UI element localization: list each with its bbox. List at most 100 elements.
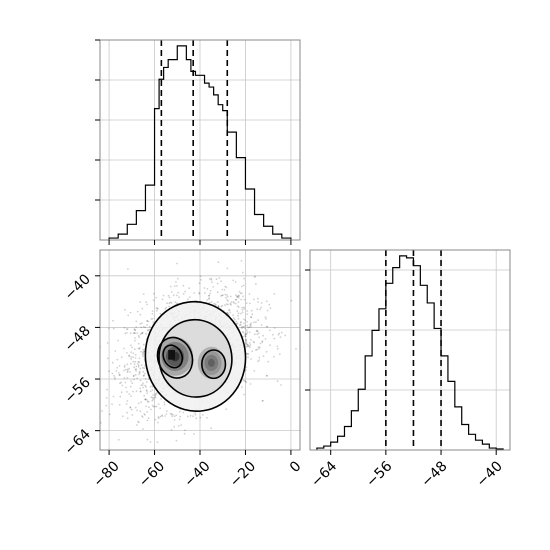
scatter-point (220, 305, 223, 308)
scatter-point (132, 374, 135, 377)
histogram-y-steps (316, 255, 504, 450)
scatter-point (248, 342, 251, 344)
scatter-point (141, 331, 144, 334)
scatter-point (123, 364, 126, 367)
scatter-point (242, 325, 244, 328)
scatter-point (151, 389, 154, 391)
scatter-point (227, 300, 230, 302)
scatter-point (242, 284, 245, 287)
scatter-point (141, 354, 144, 356)
scatter-point (70, 378, 72, 380)
scatter-point (258, 356, 261, 359)
scatter-point (152, 398, 155, 401)
scatter-point (273, 327, 276, 329)
scatter-point (133, 378, 135, 381)
scatter-point (125, 403, 128, 405)
scatter-point (260, 324, 263, 326)
scatter-point (146, 324, 149, 326)
scatter-point (129, 311, 132, 314)
scatter-point (157, 421, 159, 424)
scatter-point (133, 332, 136, 334)
scatter-point (108, 413, 111, 416)
scatter-point (252, 298, 255, 301)
scatter-point (161, 414, 164, 417)
scatter-point (217, 305, 220, 307)
scatter-point (206, 299, 209, 301)
scatter-point (84, 420, 86, 422)
scatter-point (212, 286, 215, 288)
scatter-point (142, 386, 144, 389)
scatter-point (237, 294, 240, 297)
scatter-point (259, 346, 261, 349)
scatter-point (141, 384, 144, 386)
scatter-point (145, 332, 148, 335)
scatter-point (133, 366, 136, 369)
scatter-point (247, 353, 250, 355)
scatter-point (246, 345, 249, 348)
scatter-point (136, 310, 139, 313)
scatter-point (189, 414, 192, 417)
scatter-point (233, 302, 235, 304)
scatter-point (114, 378, 116, 380)
scatter-point (245, 333, 248, 335)
scatter-point (184, 429, 186, 432)
scatter-point (280, 384, 282, 386)
scatter-point (146, 438, 149, 441)
scatter-point (250, 309, 253, 312)
scatter-point (139, 333, 142, 336)
scatter-point (116, 366, 119, 369)
scatter-point (125, 386, 127, 389)
scatter-point (152, 292, 155, 295)
scatter-point (147, 400, 150, 403)
scatter-point (245, 335, 247, 338)
scatter-point (249, 383, 252, 385)
scatter-point (253, 321, 255, 324)
scatter-point (105, 404, 108, 407)
scatter-point (124, 368, 127, 371)
scatter-point (245, 302, 248, 304)
scatter-point (113, 376, 116, 379)
scatter-point (144, 398, 147, 401)
scatter-point (140, 326, 143, 329)
scatter-xtick-label: −40 (181, 458, 213, 490)
scatter-point (139, 387, 142, 390)
scatter-point (157, 403, 160, 405)
scatter-point (240, 292, 243, 294)
scatter-point (244, 319, 247, 322)
scatter-point (251, 313, 254, 316)
scatter-point (265, 300, 268, 303)
scatter-point (146, 320, 149, 322)
scatter-point (230, 303, 232, 306)
scatter-point (129, 371, 131, 373)
scatter-point (152, 397, 155, 399)
scatter-point (261, 341, 264, 344)
scatter-point (165, 306, 168, 309)
scatter-point (168, 305, 170, 308)
scatter-point (213, 302, 216, 305)
scatter-point (244, 324, 247, 327)
scatter-point (182, 284, 185, 287)
scatter-point (272, 333, 274, 336)
scatter-point (232, 314, 235, 317)
scatter-point (200, 278, 202, 281)
scatter-point (208, 294, 210, 297)
scatter-point (163, 403, 166, 406)
scatter-point (262, 334, 264, 337)
scatter-point (134, 329, 137, 332)
scatter-point (276, 345, 279, 348)
scatter-point (250, 322, 253, 325)
scatter-xtick-label: −60 (136, 458, 168, 490)
scatter-point (237, 314, 239, 317)
scatter-point (249, 323, 252, 326)
histogram-x-grid (100, 39, 300, 240)
scatter-point (105, 397, 108, 399)
scatter-point (126, 377, 129, 379)
scatter-point (235, 294, 237, 296)
scatter-point (131, 382, 134, 385)
scatter-point (241, 386, 243, 388)
scatter-point (142, 382, 144, 385)
scatter-point (170, 413, 173, 416)
scatter-point (224, 304, 226, 307)
scatter-point (216, 301, 219, 303)
scatter-point (126, 328, 129, 330)
